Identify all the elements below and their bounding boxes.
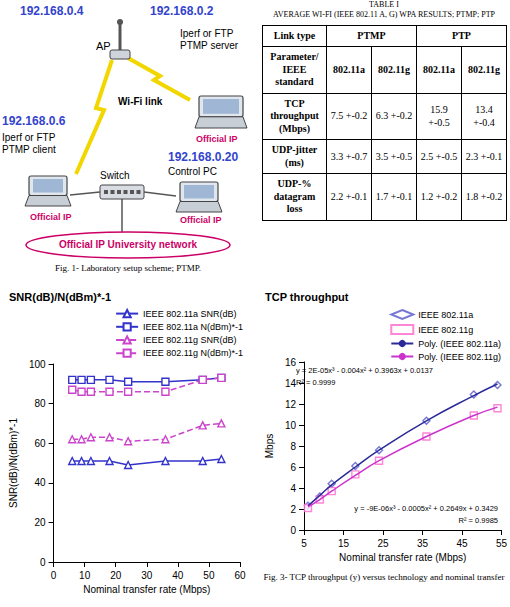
svg-text:10: 10	[79, 570, 91, 581]
html-text:UDP-jitter (ms): UDP-jitter (ms)	[271, 144, 318, 168]
svg-text:TCP throughput: TCP throughput	[265, 291, 349, 303]
svg-text:35: 35	[417, 538, 429, 549]
svg-text:0: 0	[290, 525, 296, 536]
svg-text:30: 30	[141, 570, 153, 581]
html-text:2.2 +-0.1: 2.2 +-0.1	[330, 190, 368, 202]
html-text:192.168.0.20: 192.168.0.20	[168, 150, 239, 164]
html-text:Official IP: Official IP	[30, 212, 72, 222]
svg-text:60: 60	[234, 570, 246, 581]
svg-text:45: 45	[456, 538, 468, 549]
svg-text:15: 15	[338, 538, 350, 549]
html-text:TABLE I: TABLE I	[369, 0, 399, 9]
html-text:802.11g: 802.11g	[378, 63, 410, 75]
html-text:6.3 +-0.2: 6.3 +-0.2	[375, 110, 413, 122]
html-text:192.168.0.6: 192.168.0.6	[2, 114, 66, 128]
svg-text:Mbps: Mbps	[264, 434, 275, 458]
svg-text:100: 100	[29, 359, 46, 370]
html-text:Fig. 1- Laboratory setup schem: Fig. 1- Laboratory setup scheme; PTMP.	[54, 263, 202, 273]
svg-text:6: 6	[290, 462, 296, 473]
svg-text:IEEE 802.11g N(dBm)*-1: IEEE 802.11g N(dBm)*-1	[143, 348, 243, 358]
html-text:Switch: Switch	[100, 170, 130, 181]
svg-text:80: 80	[34, 398, 46, 409]
html-text:Wi-Fi link: Wi-Fi link	[118, 96, 163, 107]
svg-text:60: 60	[34, 438, 46, 449]
html-text:Link type: Link type	[273, 29, 316, 41]
html-text:802.11a: 802.11a	[333, 63, 365, 75]
html-text:Official IP University network: Official IP University network	[58, 239, 198, 250]
svg-text:2: 2	[290, 504, 296, 515]
svg-text:Poly. (IEEE 802.11g): Poly. (IEEE 802.11g)	[418, 352, 501, 362]
svg-text:50: 50	[203, 570, 215, 581]
svg-text:SNR(dB)/N(dBm)*-1: SNR(dB)/N(dBm)*-1	[8, 418, 19, 508]
html-text:7.5 +-0.2: 7.5 +-0.2	[330, 110, 368, 122]
html-text:1.2 +-0.2: 1.2 +-0.2	[420, 190, 458, 202]
html-text:Parameter/ IEEE standard: Parameter/ IEEE standard	[270, 51, 319, 88]
svg-text:0: 0	[51, 570, 57, 581]
svg-text:IEEE 802.11a: IEEE 802.11a	[418, 310, 473, 320]
svg-text:IEEE 802.11g: IEEE 802.11g	[418, 325, 473, 335]
html-text:PTMP: PTMP	[357, 29, 386, 41]
html-text:2.5 +-0.5: 2.5 +-0.5	[420, 150, 458, 162]
html-text:PTP: PTP	[452, 29, 471, 41]
html-text:Fig. 3- TCP throughput (y) ver: Fig. 3- TCP throughput (y) versus techno…	[263, 572, 505, 582]
svg-text:25: 25	[377, 538, 389, 549]
svg-text:y = 2E-05x³ - 0.004x² + 0.3963: y = 2E-05x³ - 0.004x² + 0.3963x + 0.0137	[296, 366, 433, 375]
svg-text:20: 20	[110, 570, 122, 581]
svg-text:55: 55	[496, 538, 508, 549]
html-text:UDP-% datagram loss: UDP-% datagram loss	[273, 178, 316, 215]
svg-text:y = -9E-06x³ - 0.0005x² + 0.26: y = -9E-06x³ - 0.0005x² + 0.2649x + 0.34…	[354, 504, 498, 513]
svg-text:40: 40	[172, 570, 184, 581]
html-text:192.168.0.2: 192.168.0.2	[150, 4, 214, 18]
svg-text:5: 5	[301, 538, 307, 549]
svg-text:Nominal transfer rate (Mbps): Nominal transfer rate (Mbps)	[83, 584, 210, 595]
svg-text:12: 12	[285, 399, 297, 410]
html-text:802.11g: 802.11g	[468, 63, 500, 75]
svg-text:R² = 0.9985: R² = 0.9985	[459, 516, 498, 525]
svg-text:20: 20	[34, 517, 46, 528]
html-text:Iperf or FTP PTMP client: Iperf or FTP PTMP client	[2, 132, 56, 155]
svg-text:0: 0	[40, 557, 46, 568]
svg-text:16: 16	[285, 357, 297, 368]
html-text:3.3 +-0.7: 3.3 +-0.7	[330, 150, 368, 162]
svg-text:40: 40	[34, 477, 46, 488]
svg-text:IEEE 802.11a SNR(dB): IEEE 802.11a SNR(dB)	[143, 309, 236, 319]
svg-text:Poly. (IEEE 802.11a): Poly. (IEEE 802.11a)	[418, 339, 501, 349]
html-text:1.7 +-0.1: 1.7 +-0.1	[375, 190, 413, 202]
html-text:13.4 +-0.4: 13.4 +-0.4	[473, 104, 495, 128]
html-text:AVERAGE WI-FI (IEEE 802.11 A,: AVERAGE WI-FI (IEEE 802.11 A, G) WPA RES…	[273, 10, 495, 20]
html-text:Official IP: Official IP	[180, 215, 222, 225]
html-text:802.11a: 802.11a	[423, 63, 455, 75]
html-text:AP: AP	[96, 40, 111, 52]
html-text:Official IP: Official IP	[196, 134, 238, 144]
svg-text:4: 4	[290, 483, 296, 494]
html-text:Iperf or FTP PTMP server: Iperf or FTP PTMP server	[180, 28, 239, 51]
html-text:TCP throughput (Mbps): TCP throughput (Mbps)	[270, 97, 319, 134]
svg-text:SNR(dB)/N(dBm)*-1: SNR(dB)/N(dBm)*-1	[9, 291, 111, 303]
svg-text:Nominal transfer rate (Mbps): Nominal transfer rate (Mbps)	[339, 552, 466, 563]
html-text:2.3 +-0.1: 2.3 +-0.1	[465, 150, 503, 162]
svg-text:IEEE 802.11g SNR(dB): IEEE 802.11g SNR(dB)	[143, 335, 236, 345]
html-text:1.8 +-0.2: 1.8 +-0.2	[465, 190, 503, 202]
svg-text:14: 14	[285, 378, 297, 389]
svg-text:IEEE 802.11a N(dBm)*-1: IEEE 802.11a N(dBm)*-1	[143, 322, 243, 332]
html-text:3.5 +-0.5: 3.5 +-0.5	[375, 150, 413, 162]
svg-text:8: 8	[290, 441, 296, 452]
html-text:Control PC: Control PC	[168, 166, 217, 177]
html-text:192.168.0.4: 192.168.0.4	[20, 4, 84, 18]
svg-text:10: 10	[285, 420, 297, 431]
svg-text:R² = 0.9999: R² = 0.9999	[296, 378, 335, 387]
html-text:15.9 +-0.5: 15.9 +-0.5	[428, 104, 450, 128]
